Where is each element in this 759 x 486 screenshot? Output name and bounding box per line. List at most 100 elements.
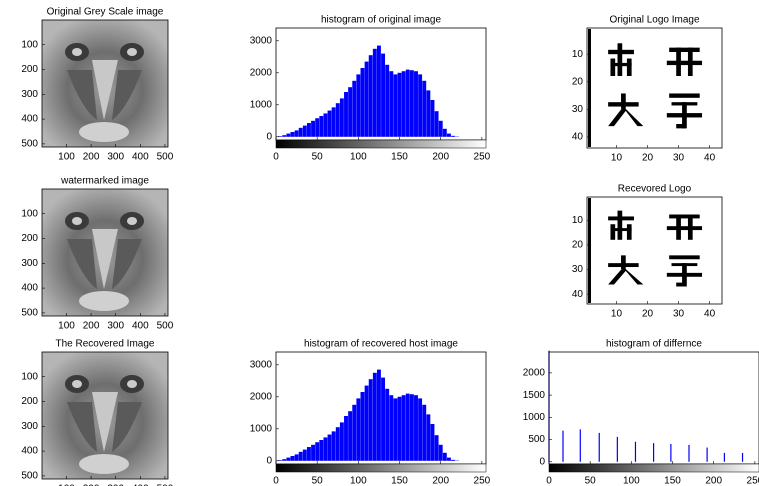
hist-bar xyxy=(409,70,414,137)
x-tick-label: 0 xyxy=(546,476,552,486)
hist-bar xyxy=(401,395,406,461)
hist-bar xyxy=(446,457,451,461)
x-tick-label: 30 xyxy=(673,309,685,320)
y-tick-label: 0 xyxy=(266,455,272,466)
hist-bar xyxy=(360,68,365,137)
y-tick-label: 30 xyxy=(572,104,584,115)
hist-bar xyxy=(397,72,402,137)
hist-bar xyxy=(344,416,348,461)
y-tick-label: 100 xyxy=(21,208,38,219)
x-tick-label: 100 xyxy=(623,476,640,486)
hist-bar xyxy=(278,136,283,137)
x-tick-label: 20 xyxy=(642,153,654,164)
image xyxy=(42,352,168,479)
y-tick-label: 300 xyxy=(21,258,38,269)
hist-bar xyxy=(422,404,427,461)
panel-title: Recevored Logo xyxy=(618,184,692,195)
hist-bar xyxy=(290,132,295,137)
hist-bar xyxy=(306,123,311,137)
hist-bar xyxy=(335,427,340,461)
y-tick-label: 200 xyxy=(21,233,38,244)
hist-bar xyxy=(356,74,361,137)
panel-title: watermarked image xyxy=(60,176,149,187)
x-tick-label: 50 xyxy=(312,476,324,486)
hist-bar xyxy=(348,87,353,137)
y-tick-label: 20 xyxy=(572,240,584,251)
hist-bar xyxy=(376,45,381,137)
x-tick-label: 150 xyxy=(391,476,408,486)
y-tick-label: 1000 xyxy=(523,412,546,423)
hist-bar xyxy=(364,385,369,461)
x-tick-label: 500 xyxy=(157,152,174,163)
hist-bar xyxy=(451,135,456,137)
colorbar xyxy=(275,139,487,149)
x-tick-label: 400 xyxy=(132,484,149,486)
x-tick-label: 250 xyxy=(474,152,491,163)
y-tick-label: 1500 xyxy=(523,390,546,401)
panel-title: histogram of differnce xyxy=(606,339,702,350)
x-tick-label: 50 xyxy=(312,152,324,163)
x-tick-label: 100 xyxy=(58,484,75,486)
hist-bar xyxy=(381,53,386,137)
hist-bar xyxy=(422,80,427,137)
axes-frame xyxy=(41,188,169,317)
colorbar xyxy=(275,463,487,473)
x-tick-label: 150 xyxy=(391,152,408,163)
y-tick-label: 3000 xyxy=(250,35,273,46)
image xyxy=(42,20,168,147)
x-tick-label: 200 xyxy=(705,476,722,486)
logo-background xyxy=(587,197,722,304)
x-tick-label: 10 xyxy=(611,309,623,320)
y-tick-label: 2000 xyxy=(250,391,273,402)
y-tick-label: 1000 xyxy=(250,99,273,110)
hist-bar xyxy=(397,396,402,461)
hist-bar xyxy=(401,71,406,137)
y-tick-label: 40 xyxy=(572,289,584,300)
hist-bar xyxy=(302,125,307,137)
hist-bar xyxy=(298,127,303,137)
logo-border xyxy=(588,198,591,303)
hist-bar xyxy=(315,442,320,461)
axes-frame xyxy=(586,196,723,305)
hist-bar xyxy=(438,120,443,137)
hist-bar xyxy=(393,74,398,137)
x-tick-label: 40 xyxy=(704,153,716,164)
x-tick-label: 100 xyxy=(58,321,75,332)
y-tick-label: 20 xyxy=(572,76,584,87)
hist-bar xyxy=(434,111,439,137)
x-tick-label: 400 xyxy=(132,152,149,163)
x-tick-label: 10 xyxy=(611,153,623,164)
hist-bar xyxy=(393,398,398,461)
x-tick-label: 200 xyxy=(83,484,100,486)
hist-bar xyxy=(327,434,332,461)
hist-bar xyxy=(344,92,348,137)
y-tick-label: 500 xyxy=(21,308,38,319)
x-tick-label: 0 xyxy=(273,476,279,486)
y-tick-label: 400 xyxy=(21,114,38,125)
hist-bar xyxy=(418,398,423,461)
hist-bar xyxy=(372,48,377,137)
hist-bar xyxy=(442,128,447,137)
y-tick-label: 200 xyxy=(21,64,38,75)
hist-bar xyxy=(298,451,303,461)
y-tick-label: 100 xyxy=(21,39,38,50)
y-tick-label: 500 xyxy=(21,139,38,150)
y-tick-label: 40 xyxy=(572,132,584,143)
hist-bar xyxy=(368,379,373,461)
hist-bar xyxy=(430,100,435,137)
x-tick-label: 500 xyxy=(157,484,174,486)
x-tick-label: 250 xyxy=(474,476,491,486)
hist-bar xyxy=(418,74,423,137)
panel-title: The Recovered Image xyxy=(56,339,155,350)
y-tick-label: 2000 xyxy=(523,368,546,379)
hist-bar xyxy=(339,422,344,461)
y-tick-label: 300 xyxy=(21,421,38,432)
hist-bar xyxy=(294,454,299,461)
hist-bar xyxy=(376,369,381,461)
hist-bar xyxy=(323,437,328,461)
hist-bar xyxy=(282,459,287,461)
hist-bar xyxy=(372,372,377,461)
y-tick-label: 0 xyxy=(266,131,272,142)
axes-frame xyxy=(41,19,169,148)
hist-bar xyxy=(451,459,456,461)
